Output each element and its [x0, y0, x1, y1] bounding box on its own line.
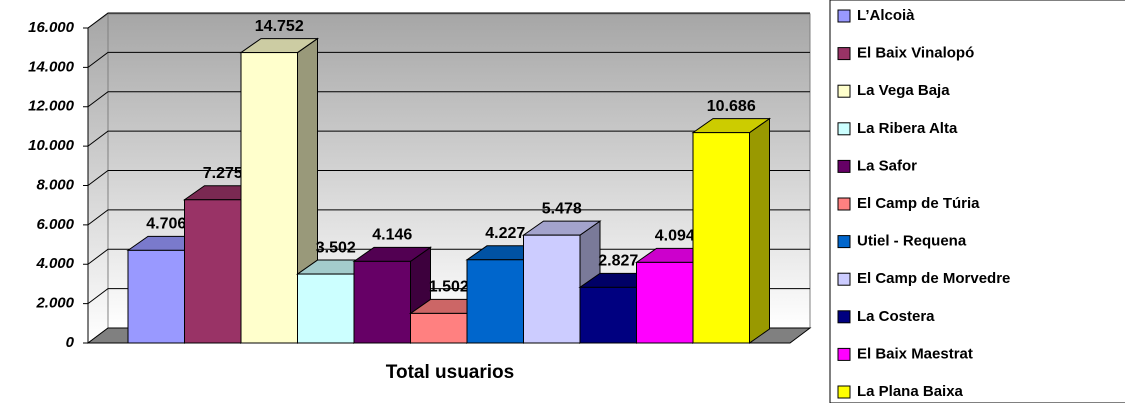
- y-tick-label: 16.000: [28, 19, 75, 36]
- bar: [636, 261, 694, 344]
- legend-label: Utiel - Requena: [857, 233, 967, 250]
- y-tick-label: 6.000: [36, 216, 74, 233]
- bar: [466, 259, 524, 344]
- y-tick-label: 12.000: [28, 98, 75, 115]
- bar: [523, 234, 581, 344]
- legend-label: El Baix Vinalopó: [857, 45, 974, 62]
- y-tick-label: 2.000: [35, 295, 74, 312]
- grid-line: [87, 12, 810, 29]
- bar: [297, 273, 355, 344]
- legend-swatch: [837, 347, 851, 361]
- bar: [184, 199, 242, 344]
- value-label: 7.275: [203, 165, 243, 182]
- value-label: 4.706: [146, 216, 186, 233]
- bar-side: [749, 117, 770, 344]
- bar: [240, 52, 298, 344]
- legend-label: El Camp de Túria: [857, 195, 980, 212]
- legend-label: El Baix Maestrat: [857, 345, 973, 362]
- legend-label: L’Alcoià: [857, 7, 915, 24]
- bar: [579, 286, 637, 344]
- value-label: 4.094: [655, 228, 695, 245]
- value-label: 4.146: [372, 227, 412, 244]
- grid-line: [87, 130, 810, 147]
- legend-swatch: [837, 47, 851, 61]
- value-label: 5.478: [542, 200, 582, 217]
- legend: [829, 0, 1125, 403]
- legend-swatch: [837, 122, 851, 136]
- legend-label: El Camp de Morvedre: [857, 270, 1010, 287]
- grid-line: [87, 51, 810, 68]
- y-tick-label: 14.000: [28, 58, 75, 75]
- value-label: 1.502: [429, 279, 469, 296]
- bar: [410, 312, 468, 344]
- legend-swatch: [837, 9, 851, 23]
- legend-swatch: [837, 310, 851, 324]
- legend-swatch: [837, 197, 851, 211]
- value-label: 10.686: [707, 98, 756, 115]
- y-tick-label: 8.000: [36, 176, 74, 193]
- y-tick-label: 10.000: [28, 137, 75, 154]
- grid-line: [87, 170, 810, 186]
- bar: [692, 132, 750, 344]
- legend-label: La Safor: [857, 157, 917, 174]
- legend-label: La Vega Baja: [857, 82, 950, 99]
- y-tick-label: 4.000: [35, 255, 74, 272]
- legend-swatch: [837, 84, 851, 98]
- value-label: 2.827: [598, 253, 638, 270]
- value-label: 3.502: [316, 239, 356, 256]
- bar: [127, 249, 185, 344]
- grid-line: [87, 91, 810, 108]
- legend-swatch: [837, 159, 851, 173]
- grid-line: [87, 209, 810, 226]
- legend-swatch: [837, 235, 851, 249]
- legend-swatch: [837, 272, 851, 286]
- legend-swatch: [837, 385, 851, 399]
- legend-label: La Ribera Alta: [857, 120, 958, 137]
- value-label: 14.752: [255, 18, 304, 35]
- legend-label: La Costera: [857, 308, 935, 325]
- value-label: 4.227: [485, 225, 525, 242]
- bar: [353, 260, 411, 344]
- y-tick-label: 0: [66, 334, 75, 351]
- legend-label: La Plana Baixa: [857, 383, 964, 400]
- x-tick-label: Total usuarios: [386, 362, 514, 383]
